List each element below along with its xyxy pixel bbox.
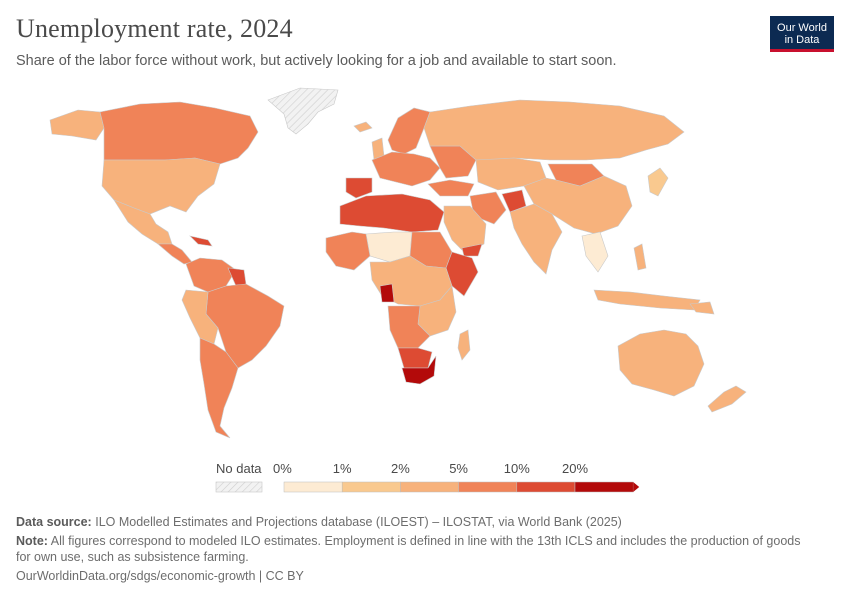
legend-bin-5[interactable] xyxy=(574,481,634,493)
country-angola-zambia[interactable] xyxy=(387,305,431,349)
country-caribbean[interactable] xyxy=(189,235,213,247)
legend-bin-2[interactable] xyxy=(400,481,459,493)
country-central-america[interactable] xyxy=(157,243,193,265)
legend-tick-label: 0% xyxy=(273,461,292,476)
note-text: All figures correspond to modeled ILO es… xyxy=(16,534,801,564)
country-north-africa[interactable] xyxy=(339,193,445,233)
country-japan[interactable] xyxy=(647,167,669,197)
country-greenland[interactable] xyxy=(267,87,339,135)
country-russia[interactable] xyxy=(423,99,685,161)
country-spain[interactable] xyxy=(345,177,373,199)
country-madagascar[interactable] xyxy=(457,329,471,361)
country-yemen[interactable] xyxy=(461,243,483,257)
country-new-zealand[interactable] xyxy=(707,385,747,413)
legend-arrow-icon xyxy=(633,482,640,492)
legend-bin-0[interactable] xyxy=(283,481,343,493)
country-west-africa[interactable] xyxy=(325,231,371,271)
country-indonesia[interactable] xyxy=(593,289,701,311)
country-australia[interactable] xyxy=(617,329,705,397)
legend-tick-label: 5% xyxy=(449,461,468,476)
country-india[interactable] xyxy=(509,203,563,275)
legend-bin-3[interactable] xyxy=(458,481,518,493)
country-colombia-venezuela[interactable] xyxy=(185,257,237,293)
country-south-africa[interactable] xyxy=(401,355,437,385)
country-papua-new-guinea[interactable] xyxy=(689,301,715,315)
logo-line-2: in Data xyxy=(784,33,820,46)
country-canada[interactable] xyxy=(99,101,259,165)
legend-no-data-swatch xyxy=(215,481,263,493)
country-iceland[interactable] xyxy=(353,121,373,133)
chart-subtitle: Share of the labor force without work, b… xyxy=(16,53,617,69)
legend-tick-label: 2% xyxy=(391,461,410,476)
legend-bin-1[interactable] xyxy=(341,481,401,493)
logo-line-1: Our World xyxy=(777,21,827,34)
country-namibia-botswana[interactable] xyxy=(397,347,433,369)
country-afghanistan[interactable] xyxy=(501,189,527,213)
data-source-label: Data source: xyxy=(16,515,92,529)
legend-tick-label: 10% xyxy=(504,461,530,476)
country-scandinavia[interactable] xyxy=(387,107,431,155)
footer-url[interactable]: OurWorldinData.org/sdgs/economic-growth … xyxy=(16,569,304,583)
legend: No data 0% 1% 2% 5% 10% 20% xyxy=(215,461,640,493)
legend-bin-4[interactable] xyxy=(516,481,576,493)
legend-tick-label: 20% xyxy=(562,461,588,476)
country-alaska[interactable] xyxy=(49,109,105,141)
legend-no-data-label: No data xyxy=(216,461,262,476)
country-southeast-asia[interactable] xyxy=(581,231,609,273)
country-turkey[interactable] xyxy=(427,179,475,197)
note-line: Note: All figures correspond to modeled … xyxy=(16,533,816,565)
footer: Data source: ILO Modelled Estimates and … xyxy=(16,514,816,587)
note-label: Note: xyxy=(16,534,48,548)
country-gabon[interactable] xyxy=(379,283,395,303)
data-source-text: ILO Modelled Estimates and Projections d… xyxy=(95,515,622,529)
country-western-europe[interactable] xyxy=(371,151,441,187)
legend-tick-label: 1% xyxy=(333,461,352,476)
country-argentina-chile[interactable] xyxy=(199,337,239,439)
data-source-line: Data source: ILO Modelled Estimates and … xyxy=(16,514,816,530)
country-mexico[interactable] xyxy=(113,199,173,245)
world-map[interactable] xyxy=(0,78,850,458)
chart-title: Unemployment rate, 2024 xyxy=(16,14,293,43)
country-philippines[interactable] xyxy=(633,243,647,271)
owid-logo[interactable]: Our World in Data xyxy=(770,16,834,52)
